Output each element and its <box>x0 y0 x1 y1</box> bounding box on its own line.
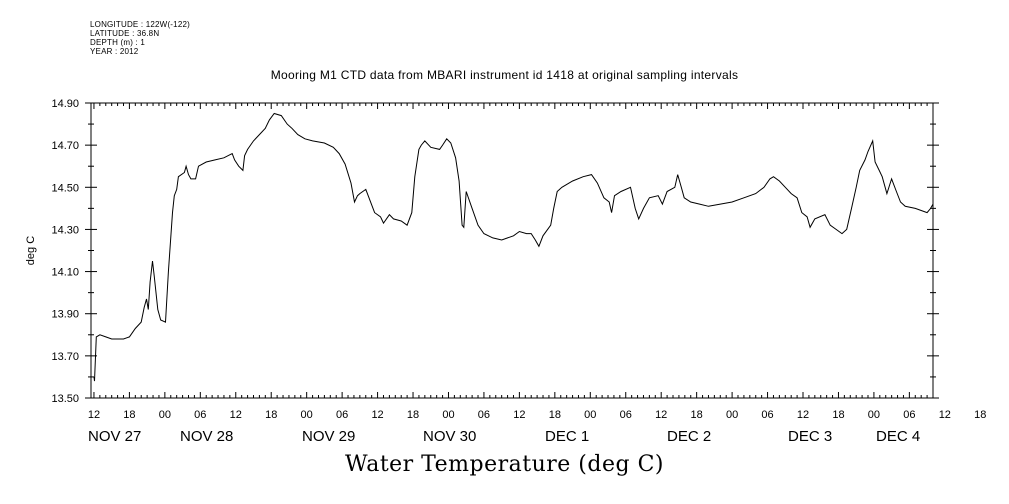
x-day-label: NOV 29 <box>302 428 355 445</box>
y-tick-label: 13.50 <box>51 393 79 405</box>
x-day-label: DEC 1 <box>545 428 589 445</box>
x-tick-label: 06 <box>761 409 773 421</box>
x-tick-label: 12 <box>939 409 951 421</box>
x-tick-label: 12 <box>655 409 667 421</box>
x-tick-label: 00 <box>584 409 596 421</box>
x-tick-label: 12 <box>230 409 242 421</box>
y-tick-label: 14.30 <box>51 224 79 236</box>
x-tick-label: 06 <box>336 409 348 421</box>
x-tick-label: 18 <box>549 409 561 421</box>
metadata-block: LONGITUDE : 122W(-122) LATITUDE : 36.8N … <box>90 20 190 56</box>
temperature-series-line <box>93 112 934 382</box>
x-day-label: DEC 2 <box>667 428 711 445</box>
plot-frame <box>90 102 934 399</box>
x-tick-label: 06 <box>194 409 206 421</box>
x-tick-label: 18 <box>123 409 135 421</box>
x-tick-label: 06 <box>903 409 915 421</box>
year-text: YEAR : 2012 <box>90 47 139 56</box>
x-tick-label: 12 <box>797 409 809 421</box>
x-tick-label: 18 <box>407 409 419 421</box>
y-tick-label: 14.70 <box>51 140 79 152</box>
latitude-text: LATITUDE : 36.8N <box>90 29 160 38</box>
y-tick-label: 14.10 <box>51 267 79 279</box>
x-day-label: NOV 27 <box>88 428 141 445</box>
x-tick-label: 00 <box>301 409 313 421</box>
y-axis-label: deg C <box>25 236 37 265</box>
x-tick-label: 00 <box>159 409 171 421</box>
y-tick-label: 13.70 <box>51 351 79 363</box>
x-tick-label: 00 <box>726 409 738 421</box>
depth-text: DEPTH (m) : 1 <box>90 38 146 47</box>
x-tick-label: 00 <box>442 409 454 421</box>
x-day-label: DEC 4 <box>876 428 920 445</box>
x-axis-title: Water Temperature (deg C) <box>345 452 664 477</box>
x-day-label: NOV 28 <box>180 428 233 445</box>
x-tick-label: 18 <box>832 409 844 421</box>
x-tick-label: 18 <box>691 409 703 421</box>
longitude-text: LONGITUDE : 122W(-122) <box>90 20 190 29</box>
x-tick-label: 06 <box>620 409 632 421</box>
y-tick-label: 14.90 <box>51 98 79 110</box>
y-tick-label: 14.50 <box>51 182 79 194</box>
chart-title: Mooring M1 CTD data from MBARI instrumen… <box>270 68 739 82</box>
x-day-label: DEC 3 <box>788 428 832 445</box>
x-tick-label: 06 <box>478 409 490 421</box>
x-tick-label: 18 <box>265 409 277 421</box>
x-tick-label: 00 <box>868 409 880 421</box>
x-tick-label: 18 <box>974 409 986 421</box>
x-tick-label: 12 <box>513 409 525 421</box>
y-tick-label: 13.90 <box>51 309 79 321</box>
x-tick-label: 12 <box>88 409 100 421</box>
x-tick-label: 12 <box>371 409 383 421</box>
x-day-label: NOV 30 <box>423 428 476 445</box>
